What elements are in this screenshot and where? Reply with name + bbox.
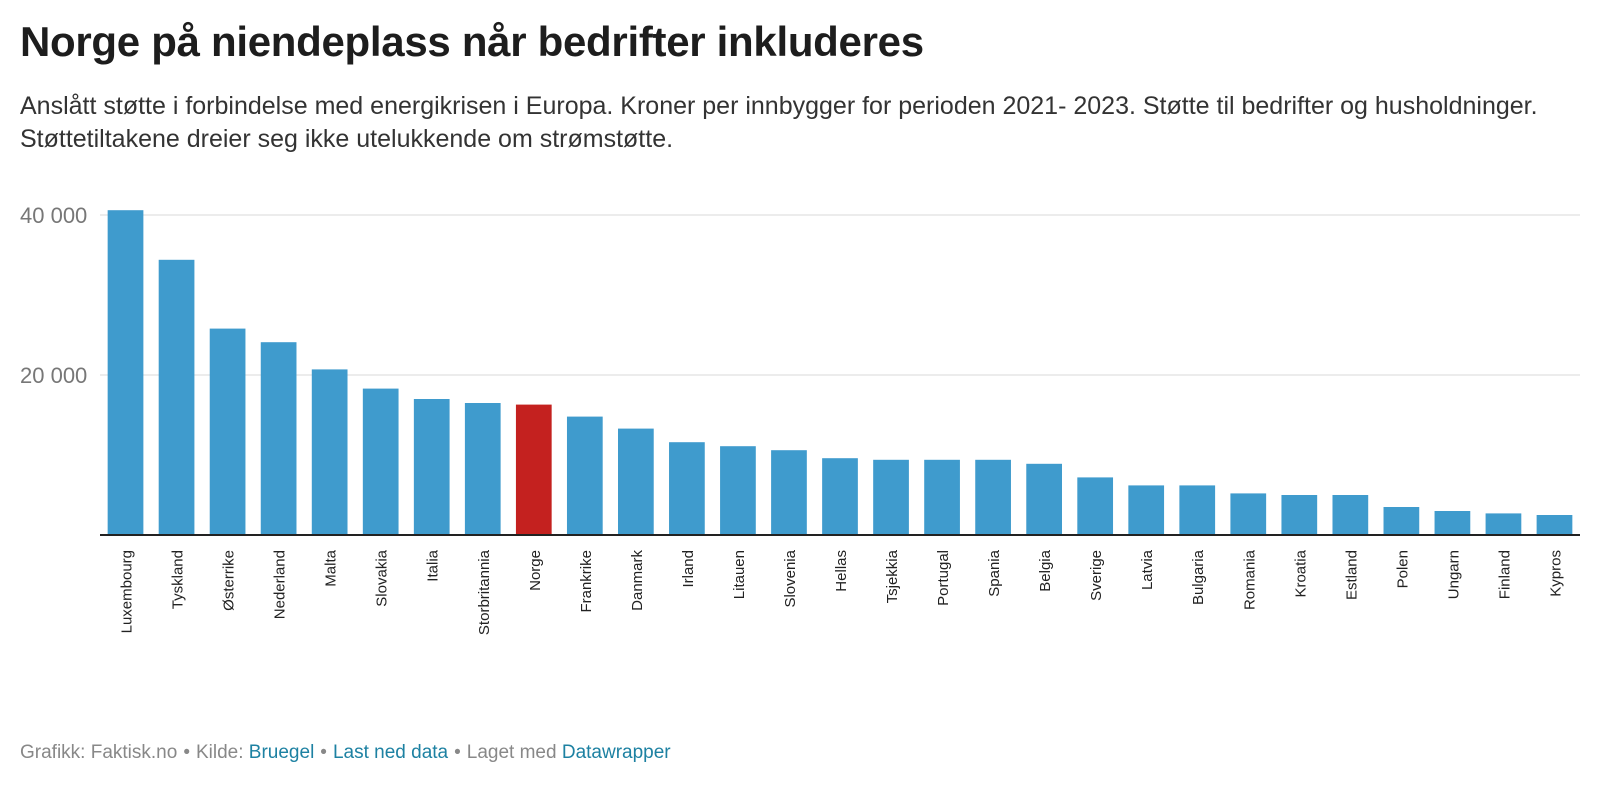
footer-separator: • — [320, 742, 327, 763]
bar-kroatia — [1281, 495, 1318, 535]
footer: Grafikk: Faktisk.no • Kilde: Bruegel • Last … — [20, 742, 671, 764]
bar-malta — [311, 369, 348, 535]
chart-title: Norge på niendeplass når bedrifter inklu… — [20, 18, 924, 65]
bar-irland — [669, 442, 705, 535]
x-tick-label: Finland — [1496, 550, 1513, 599]
bar-kypros — [1536, 515, 1573, 535]
bar-luxembourg — [107, 210, 144, 535]
x-tick-label: Latvia — [1139, 549, 1156, 590]
bar-polen — [1383, 507, 1420, 535]
x-tick-label: Tyskland — [170, 550, 187, 609]
bar-latvia — [1128, 485, 1165, 535]
download-data-link[interactable]: Last ned data — [332, 742, 449, 763]
x-tick-label: Portugal — [935, 550, 952, 606]
gridlines — [100, 214, 1580, 376]
x-tick-label: Sverige — [1088, 550, 1105, 601]
x-tick-label: Romania — [1241, 549, 1258, 610]
x-tick-label: Belgia — [1037, 549, 1054, 591]
source-link[interactable]: Bruegel — [248, 742, 315, 763]
x-tick-label: Irland — [680, 550, 697, 588]
bar-norge — [515, 404, 552, 535]
x-tick-label: Frankrike — [578, 550, 595, 613]
footer-made-with-prefix: Laget med — [466, 742, 557, 763]
bar-finland — [1485, 513, 1522, 535]
bar-romania — [1230, 493, 1267, 535]
footer-credit: Grafikk: Faktisk.no — [20, 742, 178, 763]
datawrapper-link[interactable]: Datawrapper — [561, 742, 671, 763]
bar-østerrike — [209, 328, 246, 535]
x-tick-label: Hellas — [833, 550, 850, 592]
x-tick-label: Tsjekkia — [884, 549, 901, 603]
x-tick-label: Italia — [425, 549, 442, 581]
x-tick-label: Norge — [527, 550, 544, 591]
bar-portugal — [924, 459, 960, 535]
bar-ungarn — [1434, 511, 1471, 535]
x-tick-label: Østerrike — [221, 550, 238, 611]
x-tick-label: Slovakia — [374, 549, 391, 606]
bar-frankrike — [566, 416, 603, 535]
x-tick-label: Estland — [1343, 550, 1360, 600]
bar-storbritannia — [464, 403, 501, 535]
y-tick-label: 20 000 — [20, 363, 87, 388]
footer-separator: • — [183, 742, 190, 763]
bar-tsjekkia — [873, 459, 909, 535]
x-tick-label: Storbritannia — [476, 549, 493, 635]
x-tick-label: Litauen — [731, 550, 748, 599]
x-tick-label: Spania — [986, 549, 1003, 596]
bar-chart: 20 000 40 000 Luxembourg Tyskland Østerrike… — [20, 203, 1580, 635]
footer-separator: • — [454, 742, 461, 763]
bar-litauen — [720, 446, 756, 535]
chart-subtitle: Anslått støtte i forbindelse med energik… — [20, 92, 1538, 153]
bar-danmark — [618, 428, 654, 535]
x-tick-label: Slovenia — [782, 549, 799, 607]
bar-slovenia — [771, 450, 807, 535]
x-tick-label: Danmark — [629, 550, 646, 611]
x-tick-label: Luxembourg — [119, 550, 136, 633]
bars — [107, 210, 1573, 535]
bar-hellas — [822, 458, 858, 535]
x-tick-label: Kroatia — [1292, 549, 1309, 597]
x-tick-label: Nederland — [272, 550, 289, 619]
x-tick-label: Bulgaria — [1190, 549, 1207, 605]
bar-slovakia — [362, 388, 399, 535]
bar-estland — [1332, 495, 1369, 535]
bar-nederland — [260, 342, 297, 535]
footer-source-prefix: Kilde: — [195, 742, 244, 763]
y-tick-labels: 20 000 40 000 — [20, 203, 87, 388]
x-tick-label: Polen — [1394, 550, 1411, 588]
x-tick-label: Ungarn — [1445, 550, 1462, 599]
x-tick-label: Kypros — [1547, 550, 1564, 597]
bar-italia — [413, 399, 450, 535]
bar-bulgaria — [1179, 485, 1216, 535]
y-tick-label: 40 000 — [20, 203, 87, 228]
bar-belgia — [1026, 463, 1062, 535]
bar-spania — [975, 459, 1011, 535]
x-tick-labels: Luxembourg Tyskland Østerrike Nederland Malt… — [119, 549, 1565, 635]
bar-tyskland — [158, 259, 195, 535]
bar-sverige — [1077, 477, 1114, 535]
x-tick-label: Malta — [323, 549, 340, 586]
